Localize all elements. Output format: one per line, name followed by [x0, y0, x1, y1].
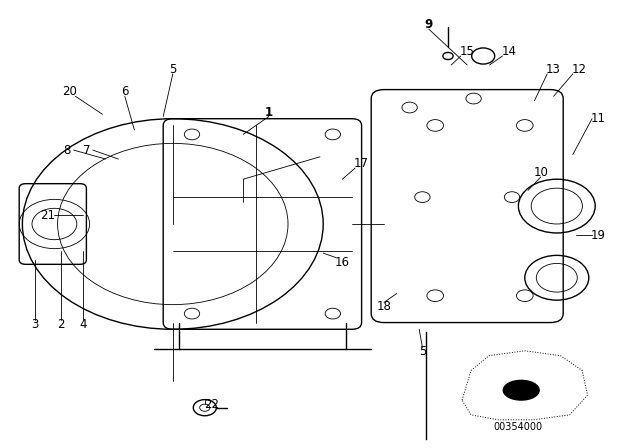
Text: 20: 20 — [61, 85, 77, 99]
Circle shape — [503, 380, 539, 400]
Text: 8: 8 — [63, 143, 71, 157]
Text: 19: 19 — [591, 228, 606, 242]
Text: 4: 4 — [79, 318, 87, 332]
Text: 9: 9 — [425, 18, 433, 31]
Text: 14: 14 — [501, 45, 516, 58]
Text: 1: 1 — [265, 105, 273, 119]
Text: 22: 22 — [204, 397, 219, 411]
Text: 5: 5 — [169, 63, 177, 76]
Text: 16: 16 — [335, 255, 350, 269]
Text: 15: 15 — [460, 45, 475, 58]
Text: 13: 13 — [546, 63, 561, 76]
Text: 12: 12 — [572, 63, 587, 76]
Text: 11: 11 — [591, 112, 606, 125]
Text: 3: 3 — [31, 318, 39, 332]
Text: 6: 6 — [121, 85, 129, 99]
Text: 17: 17 — [354, 157, 369, 170]
Text: 21: 21 — [40, 208, 56, 222]
Text: 2: 2 — [57, 318, 65, 332]
Text: 00354000: 00354000 — [494, 422, 543, 432]
Text: 18: 18 — [376, 300, 392, 314]
Text: 5: 5 — [419, 345, 426, 358]
Text: 10: 10 — [533, 166, 548, 179]
Text: 7: 7 — [83, 143, 90, 157]
